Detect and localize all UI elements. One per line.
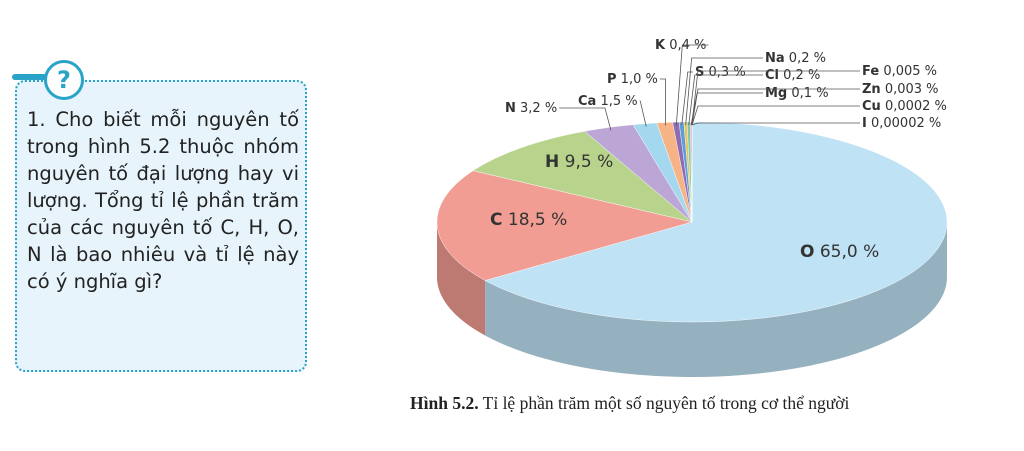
- data-label: Cl 0,2 %: [765, 68, 820, 83]
- label-category: P: [607, 72, 617, 87]
- label-category: S: [695, 65, 704, 80]
- label-value: 1,0 %: [621, 72, 658, 87]
- label-value: 0,3 %: [709, 65, 746, 80]
- label-value: 0,2 %: [789, 51, 826, 66]
- leader-line: [691, 88, 860, 126]
- label-category: H: [545, 152, 559, 172]
- label-category: Cl: [765, 68, 779, 83]
- label-value: 0,00002 %: [871, 116, 941, 131]
- pie-top: [436, 121, 948, 323]
- slice: [436, 170, 693, 281]
- slice: [584, 124, 693, 223]
- label-category: Zn: [862, 82, 881, 97]
- label-value: 0,0002 %: [885, 99, 947, 114]
- label-category: Mg: [765, 86, 787, 101]
- label-value: 0,2 %: [783, 68, 820, 83]
- label-value: 65,0 %: [820, 242, 879, 262]
- slice-side: [437, 222, 486, 336]
- leader-line: [691, 105, 860, 126]
- label-category: N: [505, 101, 516, 116]
- icon-bar: [12, 74, 48, 80]
- label-category: O: [800, 242, 814, 262]
- label-category: C: [490, 210, 502, 230]
- data-label: C 18,5 %: [490, 210, 567, 230]
- data-label: N 3,2 %: [505, 101, 557, 116]
- slice: [472, 131, 693, 223]
- question-box: 1. Cho biết mỗi nguyên tố trong hình 5.2…: [15, 80, 307, 372]
- data-label: Mg 0,1 %: [765, 86, 829, 101]
- label-value: 0,003 %: [885, 82, 939, 97]
- data-label: Zn 0,003 %: [862, 82, 939, 97]
- leader-line: [690, 92, 763, 126]
- label-category: K: [655, 38, 666, 53]
- leader-line: [691, 70, 860, 126]
- leader-line: [685, 57, 763, 126]
- label-category: Fe: [862, 64, 879, 79]
- caption: Hình 5.2. Tỉ lệ phần trăm một số nguyên …: [410, 393, 850, 413]
- question-text: 1. Cho biết mỗi nguyên tố trong hình 5.2…: [27, 108, 299, 293]
- label-category: Ca: [578, 94, 596, 109]
- caption-label: Hình 5.2.: [410, 393, 479, 413]
- caption-text: Tỉ lệ phần trăm một số nguyên tố trong c…: [483, 393, 850, 413]
- leader-line: [659, 78, 666, 126]
- leader-line: [681, 71, 693, 126]
- label-category: Na: [765, 51, 785, 66]
- pie-sides: [437, 222, 947, 377]
- leader-line: [688, 74, 763, 126]
- label-value: 1,5 %: [600, 94, 637, 109]
- label-category: Cu: [862, 99, 881, 114]
- data-label: Cu 0,0002 %: [862, 99, 947, 114]
- label-value: 18,5 %: [508, 210, 567, 230]
- leader-line: [559, 107, 612, 131]
- data-label: Fe 0,005 %: [862, 64, 937, 79]
- slice: [632, 122, 693, 223]
- data-label: H 9,5 %: [545, 152, 613, 172]
- data-label: Na 0,2 %: [765, 51, 826, 66]
- leader-line: [639, 100, 647, 127]
- label-value: 0,1 %: [791, 86, 828, 101]
- leader-line: [675, 44, 709, 126]
- question-icon: ?: [44, 60, 84, 100]
- label-value: 3,2 %: [520, 101, 557, 116]
- label-category: I: [862, 116, 867, 131]
- label-value: 9,5 %: [565, 152, 614, 172]
- leader-line: [691, 122, 860, 126]
- slice-side: [485, 222, 947, 377]
- slice: [484, 121, 948, 323]
- data-label: O 65,0 %: [800, 242, 879, 262]
- data-label: P 1,0 %: [607, 72, 658, 87]
- data-label: I 0,00002 %: [862, 116, 941, 131]
- data-label: S 0,3 %: [695, 65, 746, 80]
- data-label: Ca 1,5 %: [578, 94, 638, 109]
- label-value: 0,005 %: [883, 64, 937, 79]
